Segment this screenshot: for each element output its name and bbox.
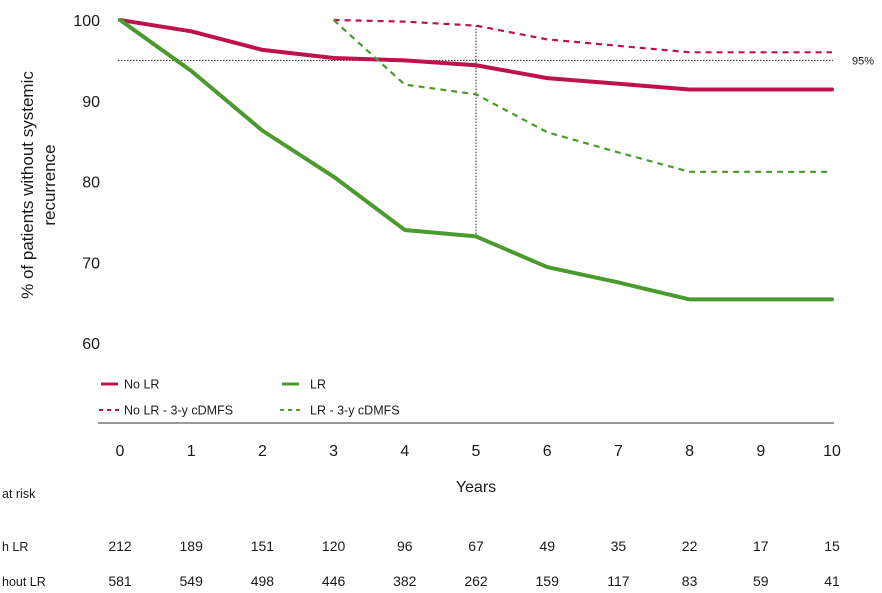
- risk-table-values: 212 189 151 120 96 67 49 35 22 17 15 581 549 498 446 38…: [108, 538, 840, 589]
- risk-table-cell: 120: [322, 538, 346, 554]
- x-tick-label: 7: [614, 443, 623, 460]
- y-tick-label: 80: [82, 175, 100, 192]
- y-axis-label-line-1: % of patients without systemic: [18, 71, 37, 299]
- risk-table-cell: 59: [753, 573, 769, 589]
- risk-table-cell: 83: [682, 573, 698, 589]
- risk-table-cell: 117: [607, 573, 630, 589]
- legend-label-lr: LR: [310, 378, 326, 392]
- y-tick-label: 90: [82, 94, 100, 111]
- x-tick-label: 6: [543, 443, 552, 460]
- risk-table-cell: 498: [251, 573, 275, 589]
- series-lines: [118, 18, 834, 302]
- risk-table-cell: 212: [108, 538, 132, 554]
- risk-table-cell: 159: [536, 573, 560, 589]
- x-tick-label: 9: [756, 443, 765, 460]
- series-line-3: [332, 19, 832, 173]
- x-tick-label: 10: [823, 443, 841, 460]
- risk-table-cell: 262: [464, 573, 488, 589]
- risk-table-cell: 189: [180, 538, 204, 554]
- y-tick-label: 100: [73, 13, 100, 30]
- risk-table-cell: 96: [397, 538, 413, 554]
- x-tick-labels: 0 1 2 3 4 5 6 7 8 9 10: [116, 443, 841, 460]
- risk-table-cell: 67: [468, 538, 484, 554]
- y-axis-label-line-2: recurrence: [40, 144, 59, 225]
- risk-table-cell: 446: [322, 573, 346, 589]
- x-tick-label: 2: [258, 443, 267, 460]
- risk-table-cell: 49: [539, 538, 555, 554]
- risk-table-cell: 549: [180, 573, 204, 589]
- legend-label-lr-cdmfs: LR - 3-y cDMFS: [310, 404, 400, 418]
- risk-table-cell: 382: [393, 573, 417, 589]
- risk-table: at risk h LR hout LR 212 189 151 120 96 67 49 3…: [2, 487, 840, 589]
- risk-row-label-1: h LR: [2, 540, 28, 554]
- reference-line-group: 95%: [118, 55, 874, 67]
- risk-table-cell: 41: [824, 573, 840, 589]
- y-tick-label: 70: [82, 255, 100, 272]
- reference-line-label: 95%: [852, 55, 874, 67]
- risk-table-cell: 151: [251, 538, 275, 554]
- risk-table-cell: 35: [611, 538, 627, 554]
- legend-label-no-lr: No LR: [124, 378, 159, 392]
- risk-row-label-2: hout LR: [2, 575, 46, 589]
- risk-table-cell: 15: [824, 538, 840, 554]
- y-tick-labels: 60 70 80 90 100: [73, 13, 100, 353]
- series-line-2: [333, 18, 832, 54]
- series-line-1: [118, 18, 834, 302]
- y-axis-label: % of patients without systemic recurrenc…: [18, 71, 59, 299]
- x-tick-label: 1: [187, 443, 196, 460]
- x-tick-label: 0: [116, 443, 125, 460]
- y-tick-label: 60: [82, 336, 100, 353]
- x-tick-label: 5: [472, 443, 481, 460]
- risk-table-cell: 22: [682, 538, 698, 554]
- legend-label-no-lr-cdmfs: No LR - 3-y cDMFS: [124, 404, 233, 418]
- risk-table-cell: 581: [108, 573, 132, 589]
- x-axis-label: Years: [456, 479, 496, 496]
- risk-table-title: at risk: [2, 487, 36, 501]
- x-tick-label: 4: [400, 443, 409, 460]
- legend: No LR LR No LR - 3-y cDMFS LR - 3-y cDMF…: [99, 378, 400, 418]
- x-tick-label: 3: [329, 443, 338, 460]
- risk-table-cell: 17: [753, 538, 769, 554]
- x-tick-label: 8: [685, 443, 694, 460]
- series-line-0: [118, 18, 834, 92]
